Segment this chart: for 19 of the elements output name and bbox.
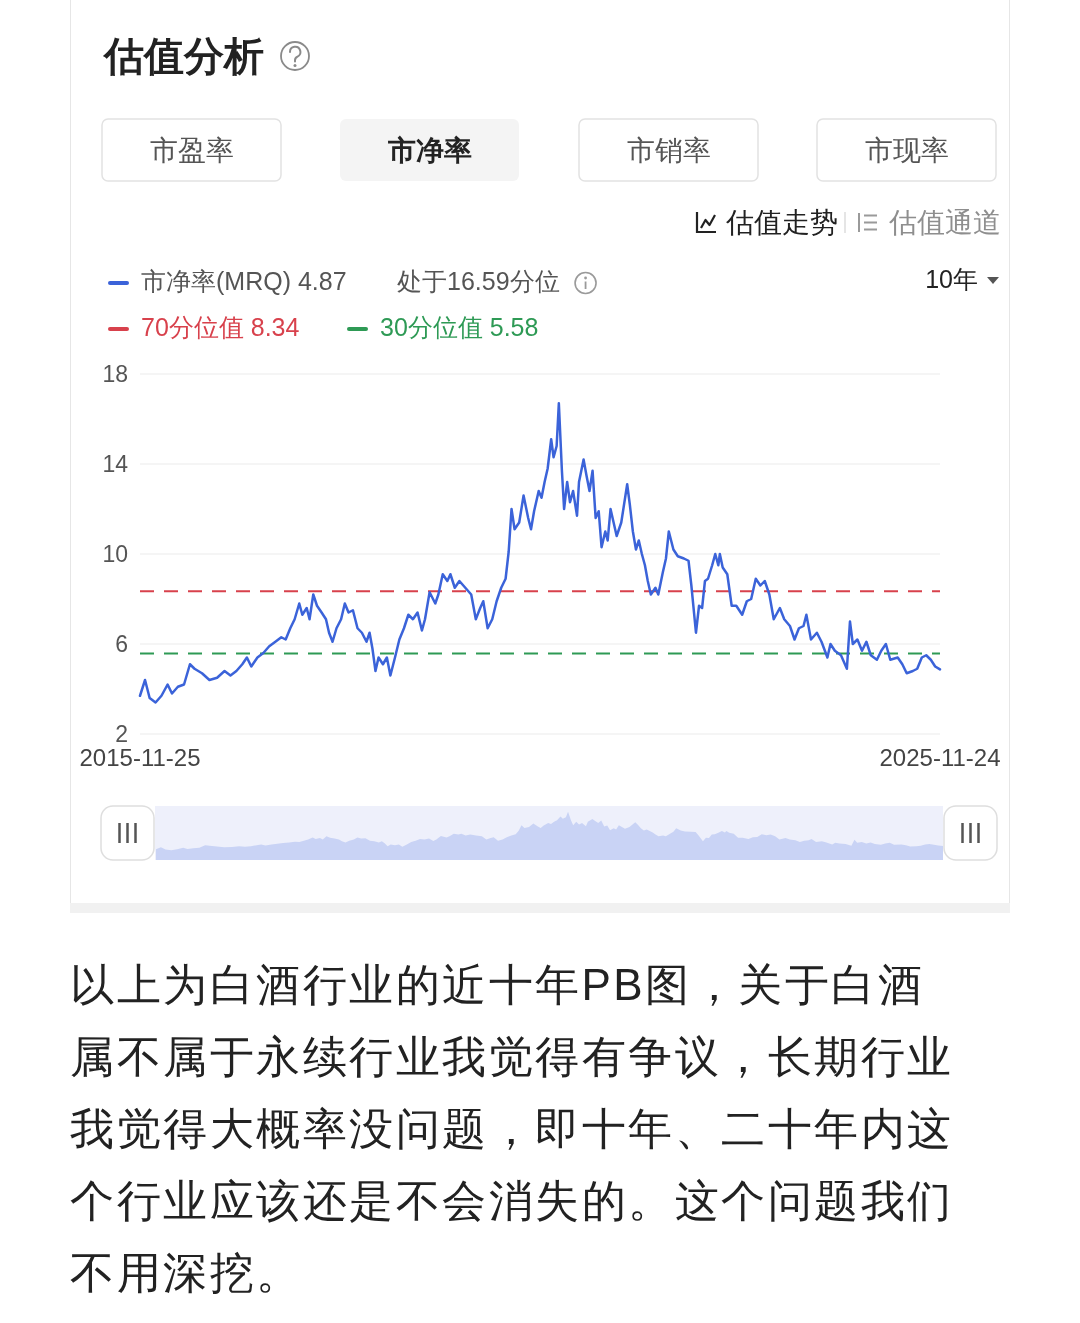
tab-button: 市净率 [340, 119, 519, 181]
y-tick-label: 10 [102, 541, 128, 567]
legend-label: 30分位值 5.58 [380, 313, 539, 341]
text: 估值走势 [725, 206, 838, 238]
text: 10年 [925, 265, 978, 293]
tab-button: 市盈率 [101, 118, 282, 182]
legend-label: 70分位值 8.34 [141, 313, 300, 341]
legend-label: 市净率(MRQ) 4.87 [141, 267, 347, 295]
y-tick-label: 18 [102, 361, 128, 387]
chart-title: 估值分析 [102, 34, 264, 78]
tab-button: 市现率 [816, 118, 997, 182]
text: 处于16.59分位 [397, 267, 560, 295]
y-tick-label: 6 [115, 631, 128, 657]
tab-button: 市销率 [578, 118, 759, 182]
y-tick-label: 14 [102, 451, 129, 477]
text: 估值通道 [888, 206, 1001, 238]
line-series [138, 402, 942, 704]
x-tick-label: 2025-11-24 [879, 743, 1001, 771]
text: 以上为白酒行业的近十年PB图，关于白酒属不属于永续行业我觉得有争议，长期行业我觉得大概率没问题，即十年、二十年内这个行业应该还是不会消失的。这个问题我们不用深挖。 [70, 960, 954, 1297]
